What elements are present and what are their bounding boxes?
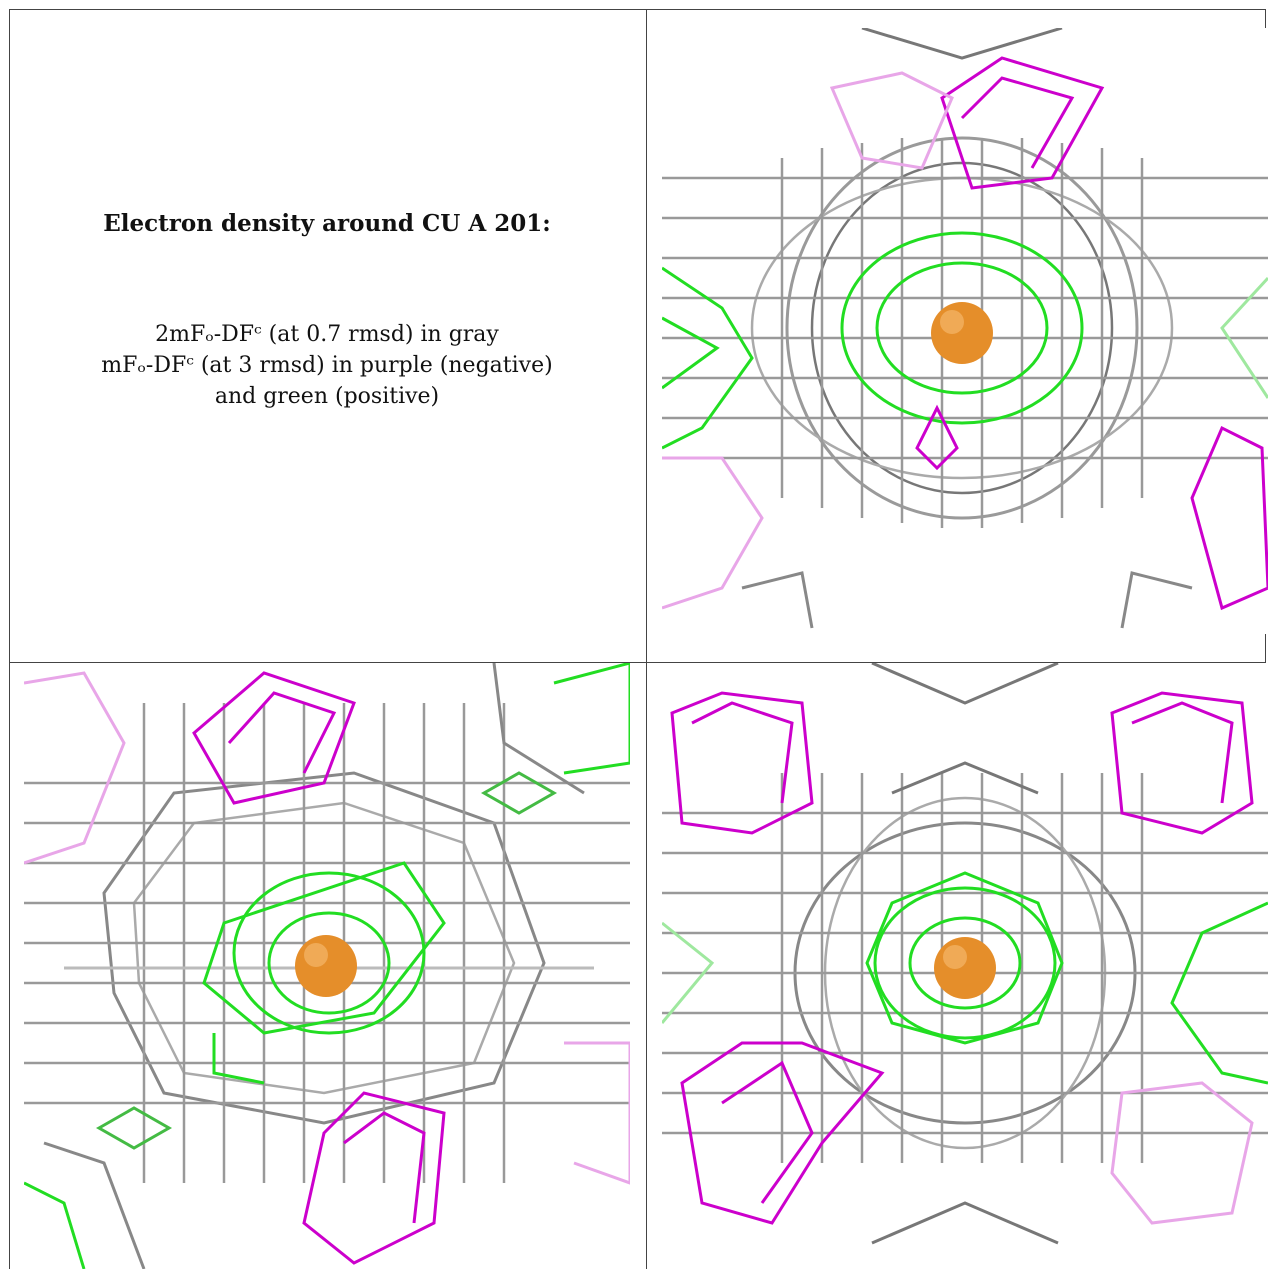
legend-2fofc: 2mFₒ-DFᶜ (at 0.7 rmsd) in gray bbox=[155, 322, 499, 347]
density-panel-bottom-left bbox=[24, 663, 630, 1269]
green-positive-mesh bbox=[662, 231, 1268, 450]
border-center bbox=[646, 9, 647, 1269]
border-top bbox=[9, 9, 1266, 10]
caption-cell: Electron density around CU A 201: 2mFₒ-D… bbox=[10, 10, 644, 660]
density-panel-top-right bbox=[662, 28, 1268, 634]
border-left bbox=[9, 9, 10, 1269]
mesh-view-bottom-right bbox=[662, 663, 1268, 1245]
legend-fofc-positive: and green (positive) bbox=[214, 384, 440, 409]
copper-atom-sphere bbox=[934, 937, 996, 999]
legend-fofc-negative: mFₒ-DFᶜ (at 3 rmsd) in purple (negative) bbox=[101, 353, 553, 378]
density-panel-bottom-right bbox=[662, 663, 1268, 1269]
caption-title: Electron density around CU A 201: bbox=[103, 210, 551, 237]
purple-negative-mesh bbox=[24, 671, 630, 1265]
copper-atom-sphere bbox=[931, 302, 993, 364]
green-positive-mesh bbox=[662, 871, 1268, 1085]
border-right bbox=[1265, 9, 1266, 1269]
copper-atom-sphere bbox=[295, 935, 357, 997]
green-positive-mesh bbox=[24, 663, 630, 1269]
mesh-view-bottom-left bbox=[24, 663, 630, 1269]
border-middle bbox=[9, 662, 1266, 663]
caption-legend: 2mFₒ-DFᶜ (at 0.7 rmsd) in gray mFₒ-DFᶜ (… bbox=[101, 319, 552, 412]
mesh-view-top-right bbox=[662, 28, 1268, 629]
purple-negative-mesh bbox=[662, 56, 1268, 611]
purple-negative-mesh bbox=[670, 691, 1254, 1225]
